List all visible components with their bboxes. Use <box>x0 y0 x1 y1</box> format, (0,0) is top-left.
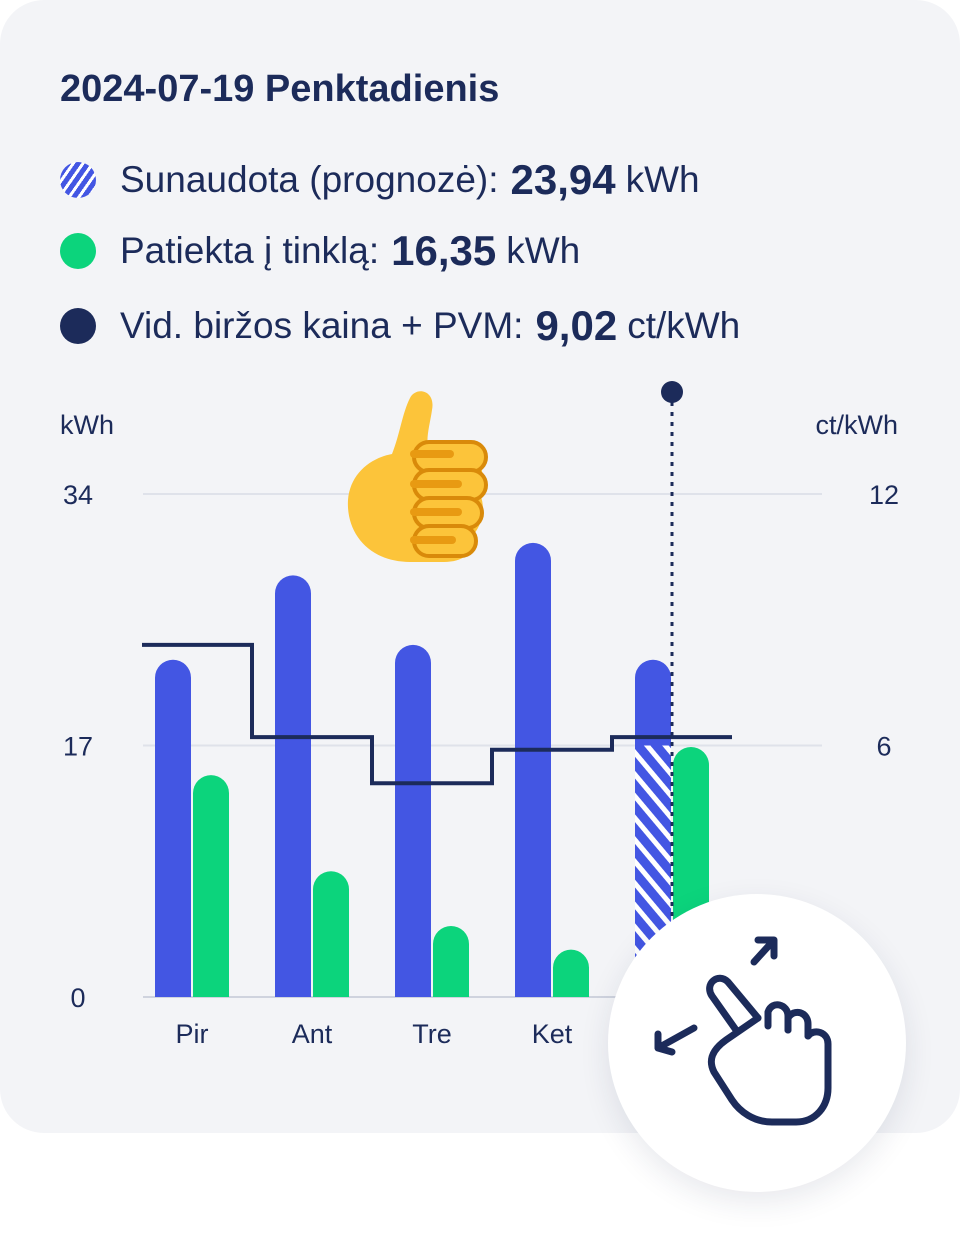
navy-dot-icon <box>60 308 96 344</box>
consumed-bar <box>515 542 551 997</box>
energy-chart[interactable]: kWh ct/kWh 0 17 34 6 12 Pir Ant Tre Ket <box>0 370 960 1070</box>
left-tick-label: 17 <box>63 732 93 762</box>
category-label: Tre <box>412 1019 452 1049</box>
date-title: 2024-07-19 Penktadienis <box>60 68 500 110</box>
right-tick-label: 6 <box>876 732 891 762</box>
exported-bar <box>433 925 469 997</box>
legend-price-unit: ct/kWh <box>627 305 741 346</box>
selection-cursor-handle <box>661 381 683 403</box>
category-label: Ant <box>292 1019 333 1049</box>
exported-bar <box>553 949 589 997</box>
right-axis-label: ct/kWh <box>815 410 898 440</box>
legend-consumed: Sunaudota (prognozė): 23,94 kWh <box>60 155 700 205</box>
consumed-bar <box>155 659 191 997</box>
consumed-bar <box>395 644 431 997</box>
exported-bar <box>193 775 229 997</box>
exported-bar <box>313 871 349 997</box>
left-tick-label: 0 <box>70 983 85 1013</box>
thumbs-up-icon <box>347 391 488 562</box>
price-step-line <box>142 642 732 786</box>
legend-exported-label: Patiekta į tinklą: <box>120 230 380 271</box>
category-label: Ket <box>532 1019 573 1049</box>
category-label: Pir <box>176 1019 209 1049</box>
legend-consumed-value: 23,94 <box>510 156 616 203</box>
legend-consumed-label: Sunaudota (prognozė): <box>120 159 499 200</box>
green-dot-icon <box>60 233 96 269</box>
left-axis-label: kWh <box>60 410 114 440</box>
left-tick-label: 34 <box>63 480 93 510</box>
legend-exported-value: 16,35 <box>391 227 497 274</box>
legend-price-label: Vid. biržos kaina + PVM: <box>120 305 524 346</box>
legend-consumed-unit: kWh <box>625 159 700 200</box>
legend-exported: Patiekta į tinklą: 16,35 kWh <box>60 226 580 276</box>
pinch-zoom-hand-icon <box>654 936 832 1126</box>
right-tick-label: 12 <box>869 480 899 510</box>
legend-exported-unit: kWh <box>506 230 581 271</box>
legend-price: Vid. biržos kaina + PVM: 9,02 ct/kWh <box>60 301 740 351</box>
legend-price-value: 9,02 <box>535 302 618 349</box>
consumed-bar <box>275 575 311 997</box>
pinch-gesture-hint[interactable] <box>608 894 906 1192</box>
hatched-dot-icon <box>60 162 96 198</box>
